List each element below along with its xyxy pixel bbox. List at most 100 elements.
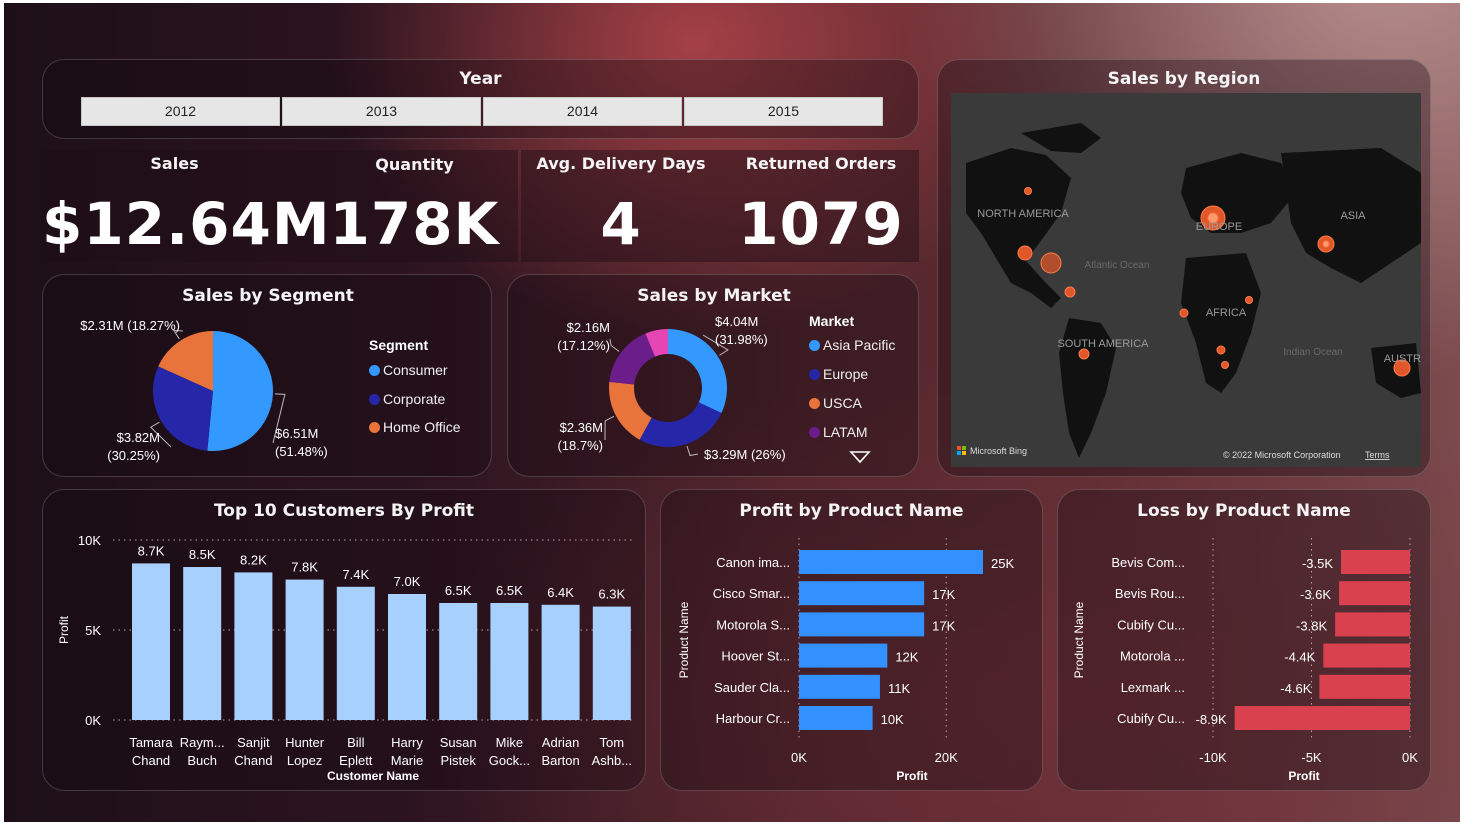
slice-latam[interactable] (609, 333, 655, 385)
loss-product-title: Loss by Product Name (1137, 501, 1351, 521)
segment-legend-corporate[interactable]: Corporate (369, 391, 445, 407)
slice-leader-line (172, 329, 184, 340)
profit-product-title: Profit by Product Name (739, 501, 964, 521)
bar-product-profit[interactable] (799, 550, 983, 574)
sales-by-region-card: Sales by Region (937, 59, 1431, 477)
bubble-central-africa[interactable] (1216, 345, 1226, 355)
x-tick-label: Adrian Barton (541, 735, 579, 768)
top-customers-title: Top 10 Customers By Profit (213, 501, 475, 521)
bar-customer[interactable] (490, 603, 529, 720)
market-legend-latam[interactable]: LATAM (809, 424, 868, 440)
legend-dot-icon (369, 365, 380, 376)
bubble-brazil[interactable] (1078, 348, 1090, 360)
bar-product-profit[interactable] (799, 643, 888, 668)
loss-by-product-card: Loss by Product Name -10K -5K 0K -3.5K Bevis… (1057, 489, 1431, 791)
year-button-2012[interactable]: 2012 (81, 97, 280, 126)
bar-product-loss[interactable] (1341, 550, 1410, 574)
y-tick-label: 10K (78, 533, 101, 548)
slice-data-label: $2.36M (18.7%) (557, 420, 603, 453)
bubble-middle-east[interactable] (1245, 296, 1253, 304)
market-legend-asia-pacific[interactable]: Asia Pacific (809, 337, 895, 353)
year-button-2013[interactable]: 2013 (282, 97, 481, 126)
map-region-labels: NORTH AMERICA EUROPE ASIA AFRICA SOUTH A… (977, 208, 1421, 365)
kpi-group-left: Sales $12.64M Quantity 178K (42, 150, 518, 262)
slice-usca[interactable] (609, 381, 652, 440)
bar-value-label: 6.4K (547, 585, 574, 600)
bar-customer[interactable] (183, 567, 222, 720)
legend-dot-icon (809, 398, 820, 409)
year-button-2015[interactable]: 2015 (684, 97, 883, 126)
label-indian-ocean: Indian Ocean (1283, 347, 1343, 358)
legend-dot-icon (369, 394, 380, 405)
bar-product-loss[interactable] (1335, 612, 1410, 637)
bar-value-label: 6.5K (445, 583, 472, 598)
legend-scroll-down-icon[interactable] (849, 450, 871, 464)
segment-legend-home-office[interactable]: Home Office (369, 419, 461, 435)
bar-customer[interactable] (541, 604, 580, 720)
legend-dot-icon (369, 422, 380, 433)
bar-product-profit[interactable] (799, 612, 925, 637)
map-terms-link[interactable]: Terms (1365, 450, 1390, 460)
y-axis-label: Product Name (677, 601, 691, 678)
x-tick-label: Tamara Chand (129, 735, 173, 768)
bubble-west-africa[interactable] (1179, 308, 1189, 318)
bubble-mexico[interactable] (1064, 286, 1076, 298)
land-africa (1181, 253, 1261, 393)
slice-home-office[interactable] (158, 331, 213, 391)
year-slicer-title: Year (459, 69, 502, 89)
kpi-quantity: Quantity 178K (307, 150, 522, 262)
kpi-delivery-days: Avg. Delivery Days 4 (521, 150, 721, 262)
segment-legend-title: Segment (369, 337, 429, 353)
bar-product-loss[interactable] (1319, 674, 1410, 699)
slice-data-label: $2.16M (17.12%) (557, 320, 610, 353)
slice-corporate[interactable] (153, 366, 213, 451)
bar-customer[interactable] (336, 586, 375, 720)
legend-dot-icon (809, 427, 820, 438)
bubble-usa-central[interactable] (1040, 252, 1062, 274)
year-slicer: Year 2012 2013 2014 2015 (42, 59, 919, 139)
y-tick-label: Motorola S... (716, 617, 790, 632)
bar-product-profit[interactable] (799, 706, 873, 730)
sales-by-segment-card: Sales by Segment $6.51M (51.48%) $3.82M (30… (42, 274, 492, 477)
bubble-canada[interactable] (1024, 187, 1032, 195)
land-asia (1281, 148, 1421, 283)
slice-asia-pacific[interactable] (668, 329, 727, 413)
bubble-australia[interactable] (1393, 359, 1411, 377)
x-tick-label: Raym... Buch (180, 735, 225, 768)
bar-customer[interactable] (132, 563, 170, 720)
bar-product-profit[interactable] (799, 674, 880, 699)
bar-customer[interactable] (439, 603, 478, 720)
bar-value-label: -3.6K (1300, 587, 1331, 602)
y-tick-label: 0K (85, 713, 101, 728)
slice-other[interactable] (645, 329, 668, 357)
y-tick-label: Motorola ... (1120, 649, 1185, 664)
bar-product-loss[interactable] (1234, 706, 1410, 730)
y-tick-label: Bevis Com... (1111, 555, 1185, 570)
bubble-usa-west[interactable] (1017, 245, 1033, 261)
bar-customer[interactable] (388, 594, 426, 720)
slice-data-label: $2.31M (18.27%) (80, 318, 180, 333)
bar-customer[interactable] (234, 572, 273, 720)
bar-value-label: 8.2K (240, 552, 267, 567)
slice-europe[interactable] (639, 402, 722, 447)
map-ocean-labels: Atlantic Ocean Indian Ocean (1084, 260, 1342, 358)
legend-dot-icon (809, 369, 820, 380)
year-button-2014[interactable]: 2014 (483, 97, 682, 126)
slice-data-label: $3.29M (26%) (704, 447, 786, 462)
bubble-south-africa[interactable] (1221, 361, 1229, 369)
bar-product-loss[interactable] (1323, 643, 1410, 668)
market-legend-europe[interactable]: Europe (809, 366, 868, 382)
bar-product-loss[interactable] (1339, 581, 1410, 606)
kpi-sales-label: Sales (150, 154, 199, 173)
bar-customer[interactable] (285, 579, 324, 720)
market-legend-usca[interactable]: USCA (809, 395, 862, 411)
map-landmasses (966, 123, 1421, 458)
segment-legend-consumer[interactable]: Consumer (369, 362, 448, 378)
kpi-returned-label: Returned Orders (745, 154, 897, 173)
bar-customer[interactable] (592, 606, 631, 720)
world-map[interactable]: NORTH AMERICA EUROPE ASIA AFRICA SOUTH A… (951, 93, 1421, 467)
slice-consumer[interactable] (207, 331, 274, 451)
bar-product-profit[interactable] (799, 581, 925, 606)
x-axis-label: Profit (896, 769, 927, 783)
